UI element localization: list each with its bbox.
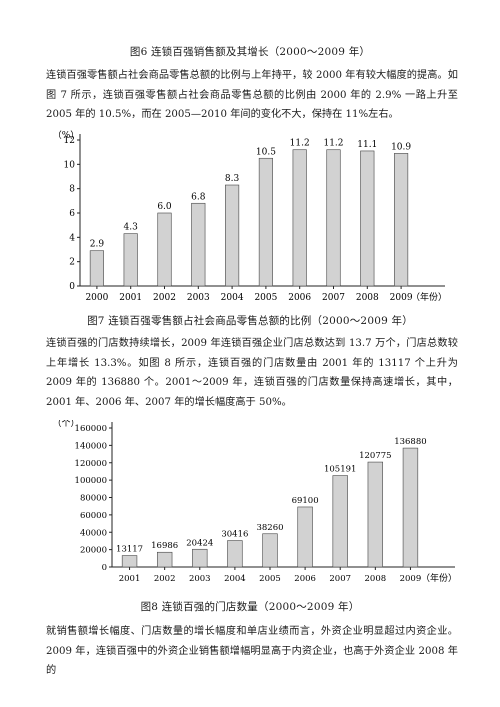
- x-tick-label: 2005: [259, 574, 281, 584]
- y-tick-label: 6: [69, 209, 75, 219]
- bar-value-label: 120775: [359, 451, 391, 461]
- bar: [157, 212, 172, 287]
- bar: [258, 157, 273, 287]
- bar-value-label: 11.1: [357, 140, 377, 150]
- y-tick-label: 40000: [80, 528, 107, 538]
- paragraph-ratio: 连锁百强零售额占社会商品零售总额的比例与上年持平，较 2000 年有较大幅度的提…: [46, 70, 458, 120]
- paragraph-stores: 连锁百强的门店数持续增长，2009 年连锁百强企业门店总数达到 13.7 万个，…: [46, 338, 458, 408]
- y-tick-label: 12: [64, 136, 75, 146]
- y-tick-label: 2: [69, 258, 75, 268]
- x-tick-label: 2003: [189, 574, 211, 584]
- bar: [326, 149, 341, 287]
- y-tick-label: 4: [69, 233, 75, 243]
- bar-value-label: 8.3: [225, 174, 240, 184]
- x-tick-label: 2009: [400, 574, 422, 584]
- bar-value-label: 6.0: [157, 202, 172, 212]
- y-tick-label: 0: [102, 563, 107, 573]
- bar: [367, 461, 384, 568]
- x-tick-label: 2007: [329, 574, 351, 584]
- bar-value-label: 20424: [186, 538, 213, 548]
- x-tick-label: 2007: [322, 293, 345, 303]
- x-tick-label: 2004: [224, 574, 246, 584]
- figure-8-caption: 图8 连锁百强的门店数量（2000～2009 年）: [140, 601, 360, 613]
- bar: [192, 548, 208, 568]
- chart-labels: 13117 2001 16986 2002 20424 2003 30416 2004 3826…: [116, 437, 457, 584]
- x-axis-title: （年份）: [421, 572, 457, 584]
- bar-value-label: 38260: [256, 523, 283, 533]
- x-tick-label: 2009: [390, 293, 413, 303]
- bar: [402, 447, 419, 568]
- y-tick-label: 140000: [75, 441, 107, 451]
- x-tick-label: 2001: [119, 293, 142, 303]
- chart-labels: 2.9 2000 4.3 2001 6.0 2002 6.8 2003 8.3 2004 10.5 2…: [85, 139, 447, 303]
- bar-value-label: 6.8: [191, 192, 206, 202]
- bar-value-label: 10.5: [256, 147, 276, 157]
- bar: [156, 551, 173, 568]
- bar: [89, 250, 104, 287]
- y-tick-label: 120000: [75, 459, 107, 469]
- x-tick-label: 2003: [187, 293, 210, 303]
- x-tick-label: 2001: [119, 574, 141, 584]
- bar: [225, 184, 240, 287]
- figure-7-chart: 0 2 4 6 8 10 12（%） 2.9 2000 4.3 2001 6.0 2002 6.8 200…: [53, 130, 447, 303]
- x-tick-label: 2008: [356, 293, 379, 303]
- figure-7-caption: 图7 连锁百强零售额占社会商品零售总额的比例（2000～2009 年）: [87, 315, 413, 327]
- bar: [332, 475, 348, 568]
- bar-value-label: 30416: [221, 530, 248, 540]
- bar: [360, 150, 375, 287]
- y-tick-label: 100000: [75, 476, 107, 486]
- y-tick-label: 160000: [75, 424, 107, 434]
- bar-value-label: 105191: [324, 465, 356, 475]
- x-tick-label: 2002: [154, 574, 176, 584]
- bar-value-label: 11.2: [290, 139, 310, 149]
- bar-value-label: 136880: [394, 437, 426, 447]
- bar: [191, 202, 206, 287]
- chart-bars: [89, 149, 409, 287]
- bar: [292, 149, 307, 287]
- x-tick-label: 2008: [365, 574, 387, 584]
- x-tick-label: 2000: [85, 293, 108, 303]
- chart-axes: 0 2 4 6 8 10 12（%）: [53, 130, 445, 292]
- bar-value-label: 69100: [292, 496, 319, 506]
- bar-value-label: 11.2: [323, 139, 343, 149]
- chart-bars: [121, 447, 419, 568]
- x-tick-label: 2006: [294, 574, 316, 584]
- y-axis-unit-label: （个）: [52, 420, 79, 429]
- figure-8-chart: 0 20000 40000 60000 80000 100000 120000 140000 1…: [52, 420, 457, 584]
- x-axis-title: （年份）: [411, 291, 447, 303]
- x-tick-label: 2006: [288, 293, 311, 303]
- y-tick-label: 8: [69, 185, 75, 195]
- y-tick-label: 60000: [80, 511, 107, 521]
- bar: [123, 233, 138, 287]
- y-tick-label: 20000: [80, 546, 107, 556]
- bar: [262, 533, 278, 568]
- x-tick-label: 2002: [153, 293, 176, 303]
- bar: [394, 153, 409, 287]
- figure-6-caption: 图6 连锁百强销售额及其增长（2000～2009 年）: [129, 46, 371, 58]
- bar-value-label: 16986: [151, 541, 178, 551]
- x-tick-label: 2005: [254, 293, 277, 303]
- bar: [227, 540, 243, 568]
- x-tick-label: 2004: [221, 293, 244, 303]
- bar-value-label: 4.3: [124, 223, 139, 233]
- bar-value-label: 13117: [116, 545, 143, 555]
- y-tick-label: 80000: [80, 494, 107, 504]
- bar: [297, 506, 313, 568]
- y-axis-unit-label: （%）: [53, 130, 80, 141]
- bar-value-label: 10.9: [391, 142, 411, 152]
- bar-value-label: 2.9: [90, 240, 105, 250]
- bar: [121, 555, 138, 568]
- paragraph-foreign: 就销售额增长幅度、门店数量的增长幅度和单店业绩而言，外资企业明显超过内资企业。2…: [46, 626, 458, 676]
- y-tick-label: 10: [64, 160, 76, 170]
- y-tick-label: 0: [69, 282, 75, 292]
